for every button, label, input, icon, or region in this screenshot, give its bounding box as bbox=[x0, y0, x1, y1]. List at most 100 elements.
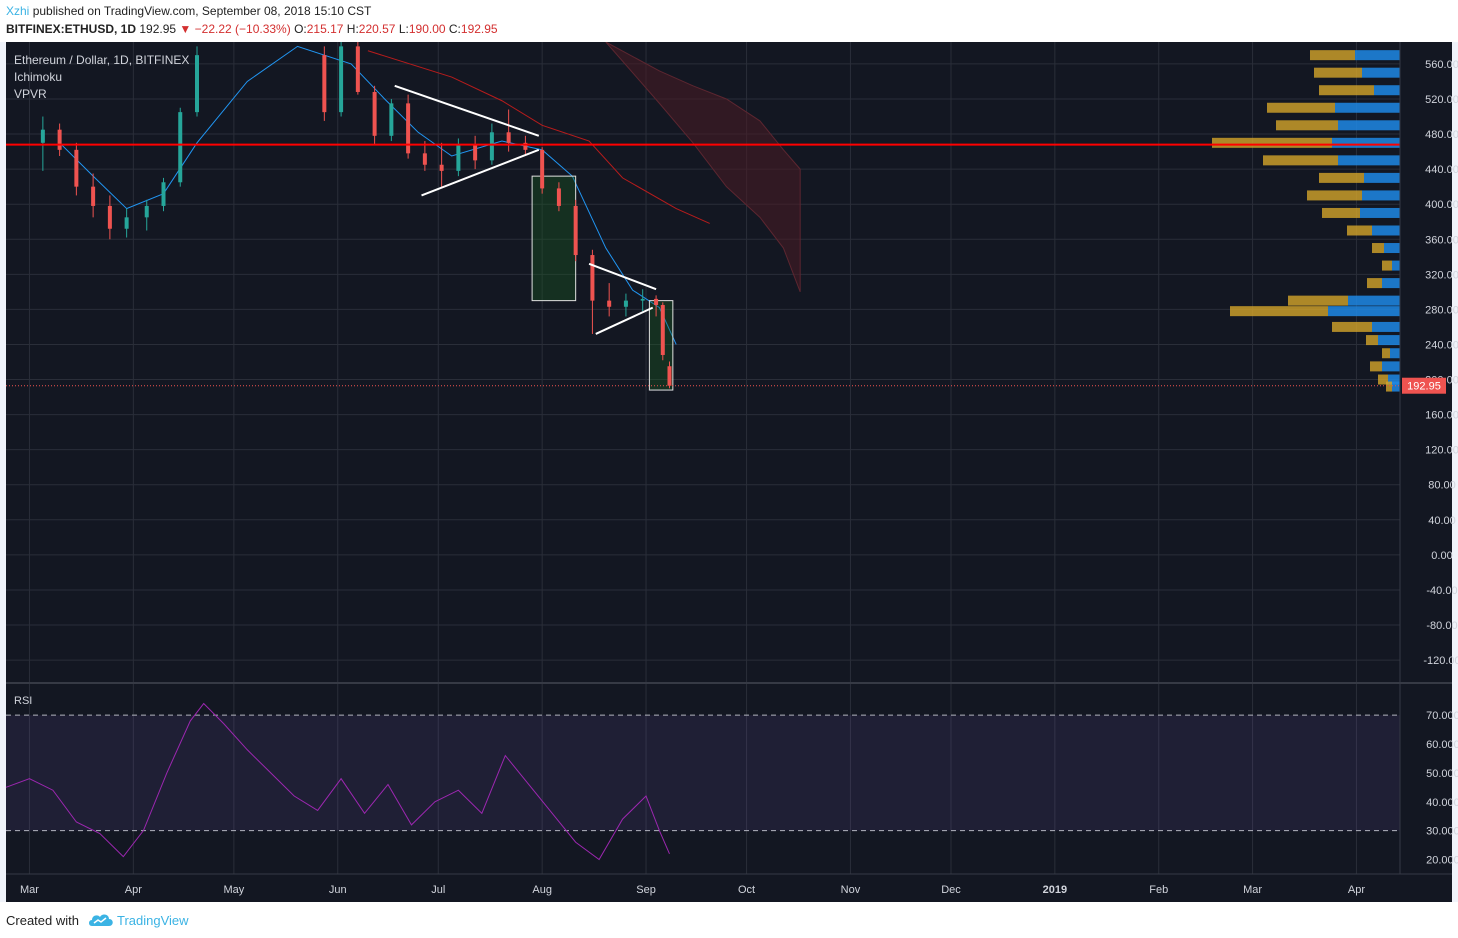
rsi-tick-label: 50.0000 bbox=[1426, 768, 1458, 780]
price-tick-label: 120.00 bbox=[1425, 445, 1458, 457]
vp-bar-down bbox=[1378, 374, 1388, 385]
vp-bar-up bbox=[1338, 155, 1400, 166]
price-tick-label: 40.00 bbox=[1428, 515, 1456, 527]
created-with: Created with bbox=[6, 913, 79, 928]
author-link[interactable]: Xzhi bbox=[6, 4, 30, 18]
grid bbox=[6, 42, 1400, 874]
vp-bar-down bbox=[1310, 50, 1355, 61]
triangle-lower-line bbox=[595, 306, 654, 335]
price-tick-label: -40.00 bbox=[1426, 585, 1457, 597]
vp-bar-down bbox=[1332, 321, 1372, 332]
volume-profile bbox=[1212, 50, 1400, 392]
candle-body bbox=[640, 298, 645, 301]
vp-bar-down bbox=[1370, 361, 1382, 372]
price-tick-label: 80.00 bbox=[1428, 480, 1456, 492]
triangle-lower-line bbox=[421, 148, 540, 197]
candle-body bbox=[556, 188, 561, 206]
candle-body bbox=[124, 217, 129, 229]
legend-vpvr[interactable]: VPVR bbox=[14, 87, 47, 101]
candle-body bbox=[456, 144, 461, 171]
rsi-legend[interactable]: RSI bbox=[14, 695, 32, 707]
last-price-label: 192.95 bbox=[1407, 381, 1441, 393]
rsi-series bbox=[5, 702, 670, 861]
vp-bar-up bbox=[1390, 348, 1400, 359]
tradingview-link[interactable]: TradingView bbox=[117, 913, 189, 928]
candle-body bbox=[667, 366, 672, 386]
candle-body bbox=[506, 132, 511, 143]
rsi-axis[interactable]: 70.0000 60.0000 50.0000 40.0000 30.0000 20.00… bbox=[1426, 710, 1458, 866]
time-tick-label: 2019 bbox=[1043, 884, 1067, 896]
legend-title: Ethereum / Dollar, 1D, BITFINEX bbox=[14, 53, 189, 67]
candle-body bbox=[178, 112, 183, 183]
vp-bar-down bbox=[1322, 207, 1360, 218]
time-tick-label: Oct bbox=[738, 884, 755, 896]
vp-bar-down bbox=[1307, 190, 1362, 201]
time-axis[interactable]: Mar Apr May Jun Jul Aug Sep Oct Nov Dec 2019 Feb Mar… bbox=[6, 873, 1452, 896]
green-box bbox=[531, 175, 577, 302]
price-tick-label: 320.00 bbox=[1425, 269, 1458, 281]
kijun-line bbox=[367, 50, 710, 224]
vp-bar-up bbox=[1372, 321, 1400, 332]
time-tick-label: Jun bbox=[329, 884, 347, 896]
candle-body bbox=[144, 205, 149, 218]
vp-bar-down bbox=[1367, 278, 1382, 289]
vp-bar-down bbox=[1212, 137, 1332, 148]
rsi-tick-label: 60.0000 bbox=[1426, 739, 1458, 751]
candle-body bbox=[573, 205, 578, 256]
rsi-band bbox=[6, 715, 1400, 831]
price-tick-label: 400.00 bbox=[1425, 199, 1458, 211]
candle-body bbox=[372, 91, 377, 136]
vp-bar-up bbox=[1378, 335, 1400, 346]
vp-bar-up bbox=[1335, 102, 1400, 113]
time-tick-label: May bbox=[223, 884, 244, 896]
time-tick-label: Dec bbox=[941, 884, 961, 896]
symbol: BITFINEX:ETHUSD, 1D bbox=[6, 22, 137, 36]
rsi-tick-label: 70.0000 bbox=[1426, 710, 1458, 722]
vp-bar-up bbox=[1348, 295, 1400, 306]
vp-bar-up bbox=[1382, 278, 1400, 289]
tenkan-line bbox=[59, 45, 677, 345]
price-tick-label: 0.00 bbox=[1431, 550, 1452, 562]
ohlc-line: BITFINEX:ETHUSD, 1D 192.95 ▼ −22.22 (−10… bbox=[6, 22, 498, 36]
vp-bar-up bbox=[1338, 120, 1400, 131]
vp-bar-down bbox=[1372, 243, 1384, 254]
last-price-tag bbox=[1402, 377, 1446, 394]
vp-bar-down bbox=[1319, 85, 1374, 96]
price-tick-label: 280.00 bbox=[1425, 304, 1458, 316]
time-tick-label: Mar bbox=[20, 884, 39, 896]
candle-body bbox=[161, 182, 166, 206]
drawing-boxes[interactable] bbox=[531, 175, 674, 391]
ichimoku-cloud bbox=[605, 42, 801, 293]
legend-ichimoku[interactable]: Ichimoku bbox=[14, 70, 62, 84]
time-tick-label: Nov bbox=[841, 884, 861, 896]
candle-body bbox=[422, 153, 427, 165]
vp-bar-up bbox=[1382, 361, 1400, 372]
last-price: 192.95 bbox=[139, 22, 177, 36]
footer: Created with TradingView bbox=[0, 902, 1458, 938]
triangle-drawings[interactable] bbox=[394, 84, 657, 335]
vp-bar-up bbox=[1372, 225, 1400, 236]
candle-body bbox=[590, 255, 595, 301]
tenkan-series bbox=[59, 45, 677, 345]
vp-bar-down bbox=[1230, 306, 1328, 317]
candle-body bbox=[406, 103, 411, 154]
candle-body bbox=[623, 300, 628, 307]
triangle-upper-line bbox=[588, 262, 657, 291]
rsi-tick-label: 20.0000 bbox=[1426, 855, 1458, 867]
price-axis[interactable]: 560.00 520.00 480.00 440.00 400.00 360.00 320.… bbox=[1399, 42, 1458, 874]
vp-bar-up bbox=[1392, 260, 1400, 271]
time-tick-label: Apr bbox=[1348, 884, 1365, 896]
vp-bar-down bbox=[1263, 155, 1338, 166]
close-value: 192.95 bbox=[460, 22, 498, 36]
vp-bar-up bbox=[1388, 374, 1400, 385]
rsi-line bbox=[5, 702, 1400, 861]
vp-bar-down bbox=[1347, 225, 1372, 236]
vp-bar-up bbox=[1362, 67, 1400, 78]
chart-area[interactable]: 560.00 520.00 480.00 440.00 400.00 360.00 320.… bbox=[0, 42, 1458, 902]
high-label: H: bbox=[346, 22, 359, 36]
time-tick-label: Jul bbox=[431, 884, 445, 896]
price-tick-label: -80.00 bbox=[1426, 620, 1457, 632]
published-text: published on TradingView.com, September … bbox=[32, 4, 372, 18]
vp-bar-down bbox=[1382, 260, 1392, 271]
price-tick-label: 240.00 bbox=[1425, 339, 1458, 351]
